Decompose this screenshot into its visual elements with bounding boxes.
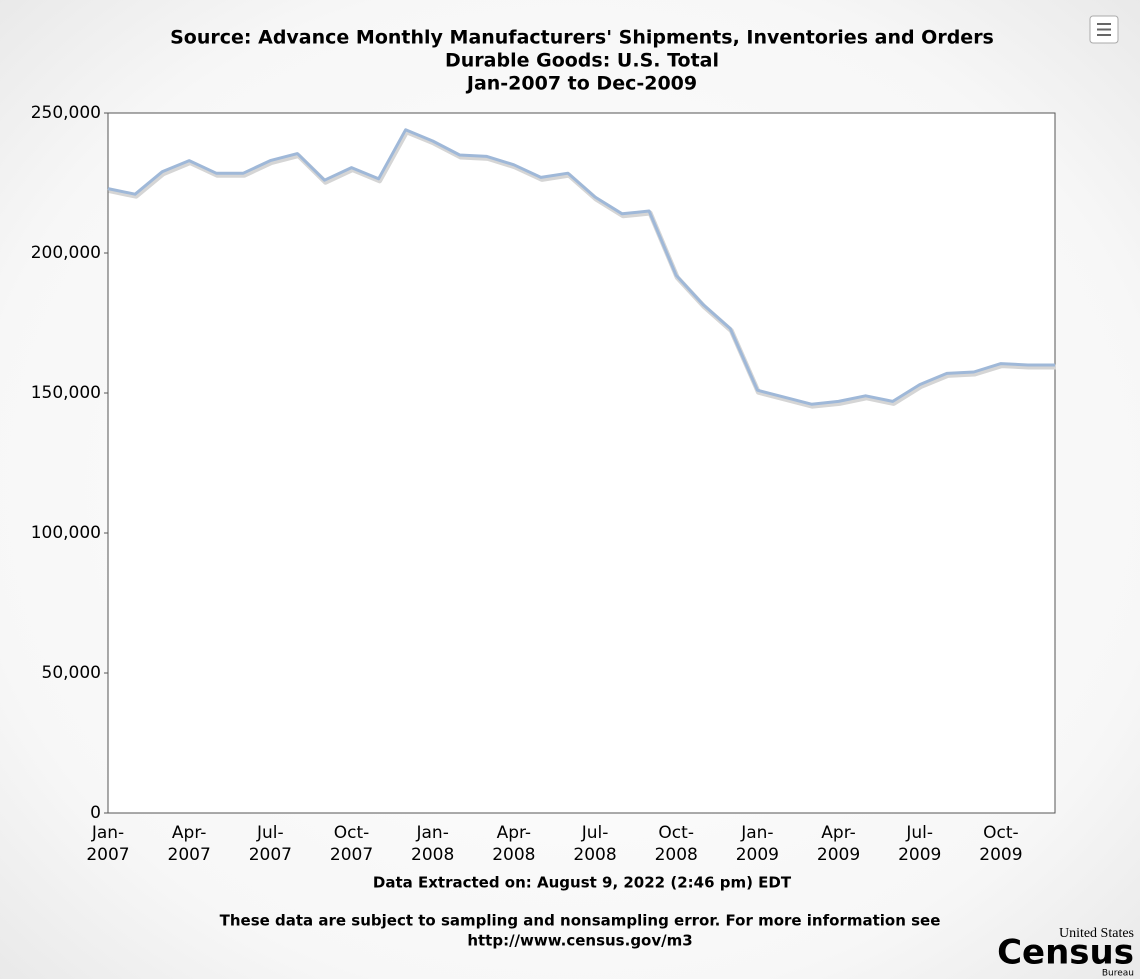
- logo-name: Census: [997, 933, 1134, 973]
- x-tick-label: Apr-2008: [492, 823, 535, 865]
- x-tick-label: Apr-2009: [817, 823, 860, 865]
- plot-area: [107, 112, 1056, 814]
- data-line: [107, 128, 1055, 406]
- x-tick-label: Oct-2009: [979, 823, 1022, 865]
- chart-subtitle: Durable Goods: U.S. Total: [445, 50, 719, 72]
- footnote: These data are subject to sampling and n…: [220, 912, 941, 930]
- x-tick-label: Oct-2008: [655, 823, 698, 865]
- y-tick-label: 100,000: [31, 523, 101, 543]
- y-tick-label: 200,000: [31, 243, 101, 263]
- menu-button[interactable]: [1089, 15, 1119, 44]
- y-tick-label: 250,000: [31, 103, 101, 123]
- footnote-link: http://www.census.gov/m3: [467, 932, 692, 950]
- x-tick-label: Jan-2009: [736, 823, 779, 865]
- chart-title: Source: Advance Monthly Manufacturers' S…: [170, 27, 994, 49]
- y-tick-label: 0: [90, 803, 101, 823]
- logo-top: United States: [1059, 926, 1134, 941]
- x-tick-label: Jul-2007: [249, 823, 292, 865]
- chart-period: Jan-2007 to Dec-2009: [465, 73, 697, 95]
- x-tick-label: Jul-2009: [898, 823, 941, 865]
- y-tick-label: 150,000: [31, 383, 101, 403]
- x-tick-label: Jan-2008: [411, 823, 454, 865]
- logo-bottom: Bureau: [1102, 969, 1134, 979]
- extracted-note: Data Extracted on: August 9, 2022 (2:46 …: [373, 874, 792, 892]
- census-logo: United States Census Bureau: [997, 926, 1134, 978]
- x-tick-label: Oct-2007: [330, 823, 373, 865]
- x-tick-label: Jul-2008: [573, 823, 616, 865]
- x-tick-label: Apr-2007: [168, 823, 211, 865]
- x-tick-label: Jan-2007: [86, 823, 129, 865]
- y-tick-label: 50,000: [42, 663, 101, 683]
